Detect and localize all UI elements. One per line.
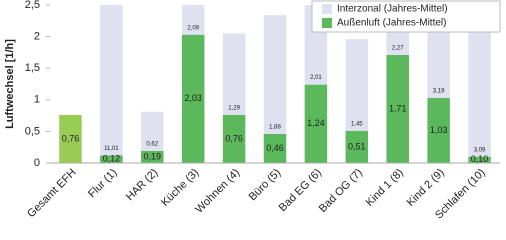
x-tick-label: Kind 1 (8) <box>364 167 406 209</box>
legend-label: Interzonal (Jahres-Mittel) <box>337 4 448 15</box>
bar <box>222 114 246 163</box>
data-label: 2,09 <box>187 25 199 31</box>
bar <box>263 133 287 163</box>
chart: Luftwechsel [1/h] 00,511,522,50,76Gesamt… <box>4 0 501 221</box>
data-label: 3,19 <box>433 88 445 94</box>
data-label: 0,76 <box>225 133 243 143</box>
legend-box <box>311 0 501 33</box>
bar <box>141 150 164 163</box>
data-label: 0,19 <box>144 151 162 161</box>
bar <box>100 5 123 156</box>
x-tick-label: Flur (1) <box>86 167 120 201</box>
data-label: 0,76 <box>62 133 80 143</box>
bar <box>386 54 409 163</box>
x-tick-label: Gesamt EFH <box>25 167 78 220</box>
bar <box>181 5 205 35</box>
data-label: 0,46 <box>266 143 284 153</box>
bar <box>468 156 491 163</box>
data-label: 2,03 <box>184 93 202 103</box>
bar <box>59 114 82 163</box>
data-label: 2,27 <box>392 46 404 52</box>
data-label: 1,29 <box>228 106 240 112</box>
bar <box>100 155 123 163</box>
y-tick-label: 2,5 <box>25 0 40 11</box>
x-tick-label: Wohnen (4) <box>193 167 242 216</box>
y-tick-label: 2 <box>34 31 40 43</box>
data-label: 1,03 <box>430 125 448 135</box>
data-label: 2,01 <box>310 75 322 81</box>
bar <box>304 84 328 163</box>
bar <box>345 130 369 163</box>
data-label: 1,88 <box>269 125 281 131</box>
data-label: 1,24 <box>307 118 325 128</box>
y-tick-label: 1,5 <box>25 62 40 74</box>
data-label: 0,12 <box>103 154 121 164</box>
x-tick-label: Kind 2 (9) <box>405 167 447 209</box>
data-label: 0,10 <box>471 154 489 164</box>
legend-label: Außenluft (Jahres-Mittel) <box>337 18 446 29</box>
x-tick-label: Büro (5) <box>247 167 284 204</box>
bar <box>141 111 164 151</box>
y-tick-label: 0 <box>34 157 40 169</box>
x-tick-label: Bad OG (7) <box>317 167 365 215</box>
bar <box>468 5 491 157</box>
y-tick-label: 1 <box>34 94 40 106</box>
x-tick-label: HAR (2) <box>124 167 161 204</box>
legend-swatch <box>322 4 332 14</box>
bar <box>181 34 205 163</box>
data-label: 0,62 <box>146 142 158 148</box>
x-tick-label: Küche (3) <box>159 167 201 209</box>
bar <box>222 33 246 115</box>
y-axis-label: Luftwechsel [1/h] <box>4 39 16 129</box>
data-label: 1,45 <box>351 121 363 127</box>
plot-area <box>59 5 491 163</box>
bar <box>427 97 450 163</box>
data-label: 11,01 <box>104 146 119 152</box>
data-label: 3,09 <box>474 147 486 153</box>
legend-swatch <box>322 18 332 28</box>
bar <box>263 15 287 134</box>
bar <box>345 39 369 131</box>
data-label: 0,51 <box>348 141 366 151</box>
data-label: 1,71 <box>389 103 407 113</box>
y-tick-label: 0,5 <box>25 125 40 137</box>
